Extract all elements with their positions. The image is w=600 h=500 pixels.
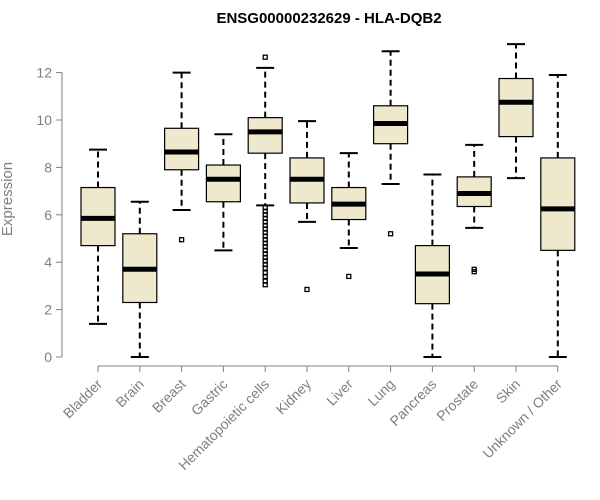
y-tick-label: 2 [44, 302, 52, 318]
x-tick-label: Lung [364, 376, 397, 409]
box-group [414, 173, 450, 358]
x-tick-label: Breast [149, 376, 189, 416]
box-group [331, 152, 367, 280]
box-group [122, 200, 158, 358]
box-iqr [498, 77, 534, 138]
box-iqr [164, 127, 200, 171]
x-tick-label: Brain [112, 376, 146, 410]
boxes [80, 43, 576, 358]
box-group [456, 143, 492, 275]
box-group [373, 50, 409, 237]
outlier-point [387, 231, 394, 237]
y-tick-label: 6 [44, 207, 52, 223]
outlier-point [471, 266, 477, 272]
y-tick-label: 8 [44, 159, 52, 175]
x-tick-label: Kidney [273, 376, 315, 418]
box-group [80, 148, 116, 325]
box-group [540, 73, 576, 358]
box-iqr [205, 164, 241, 203]
outlier-point [262, 282, 268, 288]
chart-title: ENSG00000232629 - HLA-DQB2 [216, 10, 441, 27]
y-tick-label: 12 [36, 65, 52, 81]
outlier-point [346, 273, 352, 280]
y-tick-label: 10 [36, 112, 52, 128]
outlier-point [178, 237, 185, 243]
box-group [289, 120, 325, 293]
y-tick-label: 0 [44, 349, 52, 365]
y-axis-title: Expression [0, 162, 16, 236]
box-group [205, 133, 241, 252]
outlier-point [262, 273, 268, 280]
box-group [164, 71, 200, 243]
box-iqr [247, 117, 283, 154]
outlier-point [262, 54, 268, 60]
x-tick-label: Skin [493, 376, 524, 407]
x-tick-label: Prostate [433, 376, 481, 424]
outlier-point [262, 265, 268, 271]
x-tick-label: Bladder [60, 376, 106, 422]
box-group [498, 43, 534, 180]
box-iqr [540, 157, 576, 251]
x-tick-label: Unknown / Other [479, 376, 565, 462]
box-group [247, 54, 283, 288]
outlier-point [304, 286, 310, 293]
y-tick-label: 4 [44, 254, 52, 270]
x-tick-label: Liver [323, 376, 356, 409]
